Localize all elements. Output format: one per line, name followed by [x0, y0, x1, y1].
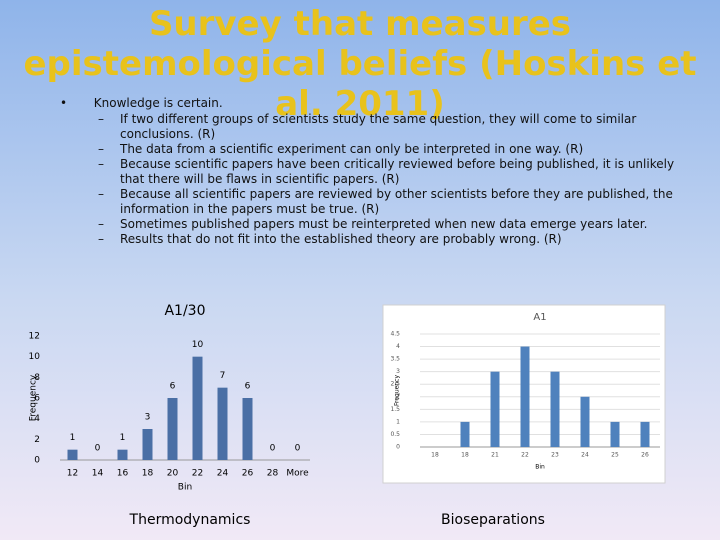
bullet-block: • Knowledge is certain. If two different… [60, 96, 700, 247]
y-tick-label: 0.5 [390, 431, 400, 438]
data-label: 0 [295, 444, 301, 454]
data-label: 3 [145, 413, 151, 423]
sub-bullet: Sometimes published papers must be reint… [98, 217, 700, 232]
x-tick-label: 25 [611, 452, 619, 459]
x-tick-label: More [286, 469, 309, 479]
bar [217, 387, 228, 460]
y-tick-label: 2 [34, 435, 40, 445]
data-label: 6 [245, 382, 251, 392]
y-axis-label: Frequency [394, 375, 401, 406]
bar [67, 449, 78, 460]
x-tick-label: 21 [491, 452, 499, 459]
caption: Bioseparations [441, 512, 545, 528]
y-tick-label: 1 [396, 418, 400, 425]
bar [520, 346, 530, 447]
sub-bullet: If two different groups of scientists st… [98, 112, 700, 142]
x-tick-label: 18 [461, 452, 469, 459]
bar [142, 429, 153, 460]
y-tick-label: 3 [396, 368, 400, 375]
bar [550, 371, 560, 447]
x-tick-label: 24 [581, 452, 589, 459]
sub-bullet: Because all scientific papers are review… [98, 187, 700, 217]
sub-bullet: Results that do not fit into the establi… [98, 232, 700, 247]
data-label: 7 [220, 371, 226, 381]
x-tick-label: 26 [641, 452, 649, 459]
bar [242, 398, 253, 460]
bullet: • Knowledge is certain. [60, 96, 223, 110]
y-tick-label: 8 [34, 373, 40, 383]
sub-bullet: Because scientific papers have been crit… [98, 157, 700, 187]
x-tick-label: 18 [431, 452, 439, 459]
x-tick-label: 26 [242, 469, 254, 479]
x-tick-label: 12 [67, 469, 78, 479]
data-label: 1 [120, 433, 126, 443]
y-tick-label: 1.5 [390, 406, 400, 413]
bar [167, 398, 178, 460]
x-tick-label: 20 [167, 469, 179, 479]
y-tick-label: 12 [29, 332, 40, 342]
y-axis-label: Frequency [29, 374, 39, 421]
bar [610, 421, 620, 447]
x-axis-label: Bin [535, 464, 545, 471]
sub-bullets: If two different groups of scientists st… [60, 112, 700, 247]
sub-bullet: The data from a scientific experiment ca… [98, 142, 700, 157]
y-tick-label: 2 [396, 393, 400, 400]
bar [490, 371, 500, 447]
y-tick-label: 0 [34, 456, 40, 466]
y-tick-label: 2.5 [390, 381, 400, 388]
x-tick-label: 18 [142, 469, 154, 479]
y-tick-label: 10 [29, 352, 41, 362]
data-label: 10 [192, 340, 204, 350]
bar [460, 421, 470, 447]
y-tick-label: 3.5 [390, 356, 400, 363]
x-tick-label: 28 [267, 469, 279, 479]
x-tick-label: 23 [551, 452, 559, 459]
y-tick-label: 6 [34, 394, 40, 404]
data-label: 0 [95, 444, 101, 454]
data-label: 0 [270, 444, 276, 454]
slide-title: Survey that measures epistemological bel… [23, 4, 697, 124]
x-tick-label: 14 [92, 469, 104, 479]
y-tick-label: 4 [396, 343, 400, 350]
bar [117, 449, 128, 460]
bar [640, 421, 650, 447]
chart-title: A1 [533, 312, 546, 323]
data-label: 1 [70, 433, 76, 443]
y-tick-label: 0 [396, 444, 400, 451]
x-tick-label: 16 [117, 469, 129, 479]
bar [192, 356, 203, 460]
y-tick-label: 4 [34, 414, 40, 424]
x-axis-label: Bin [178, 483, 192, 493]
bar [580, 396, 590, 447]
x-tick-label: 24 [217, 469, 229, 479]
caption: Thermodynamics [129, 512, 251, 528]
data-label: 6 [170, 382, 176, 392]
y-tick-label: 4.5 [390, 331, 400, 338]
x-tick-label: 22 [521, 452, 529, 459]
x-tick-label: 22 [192, 469, 203, 479]
chart-title: A1/30 [164, 303, 205, 319]
bullet-text: Knowledge is certain. [93, 96, 223, 110]
